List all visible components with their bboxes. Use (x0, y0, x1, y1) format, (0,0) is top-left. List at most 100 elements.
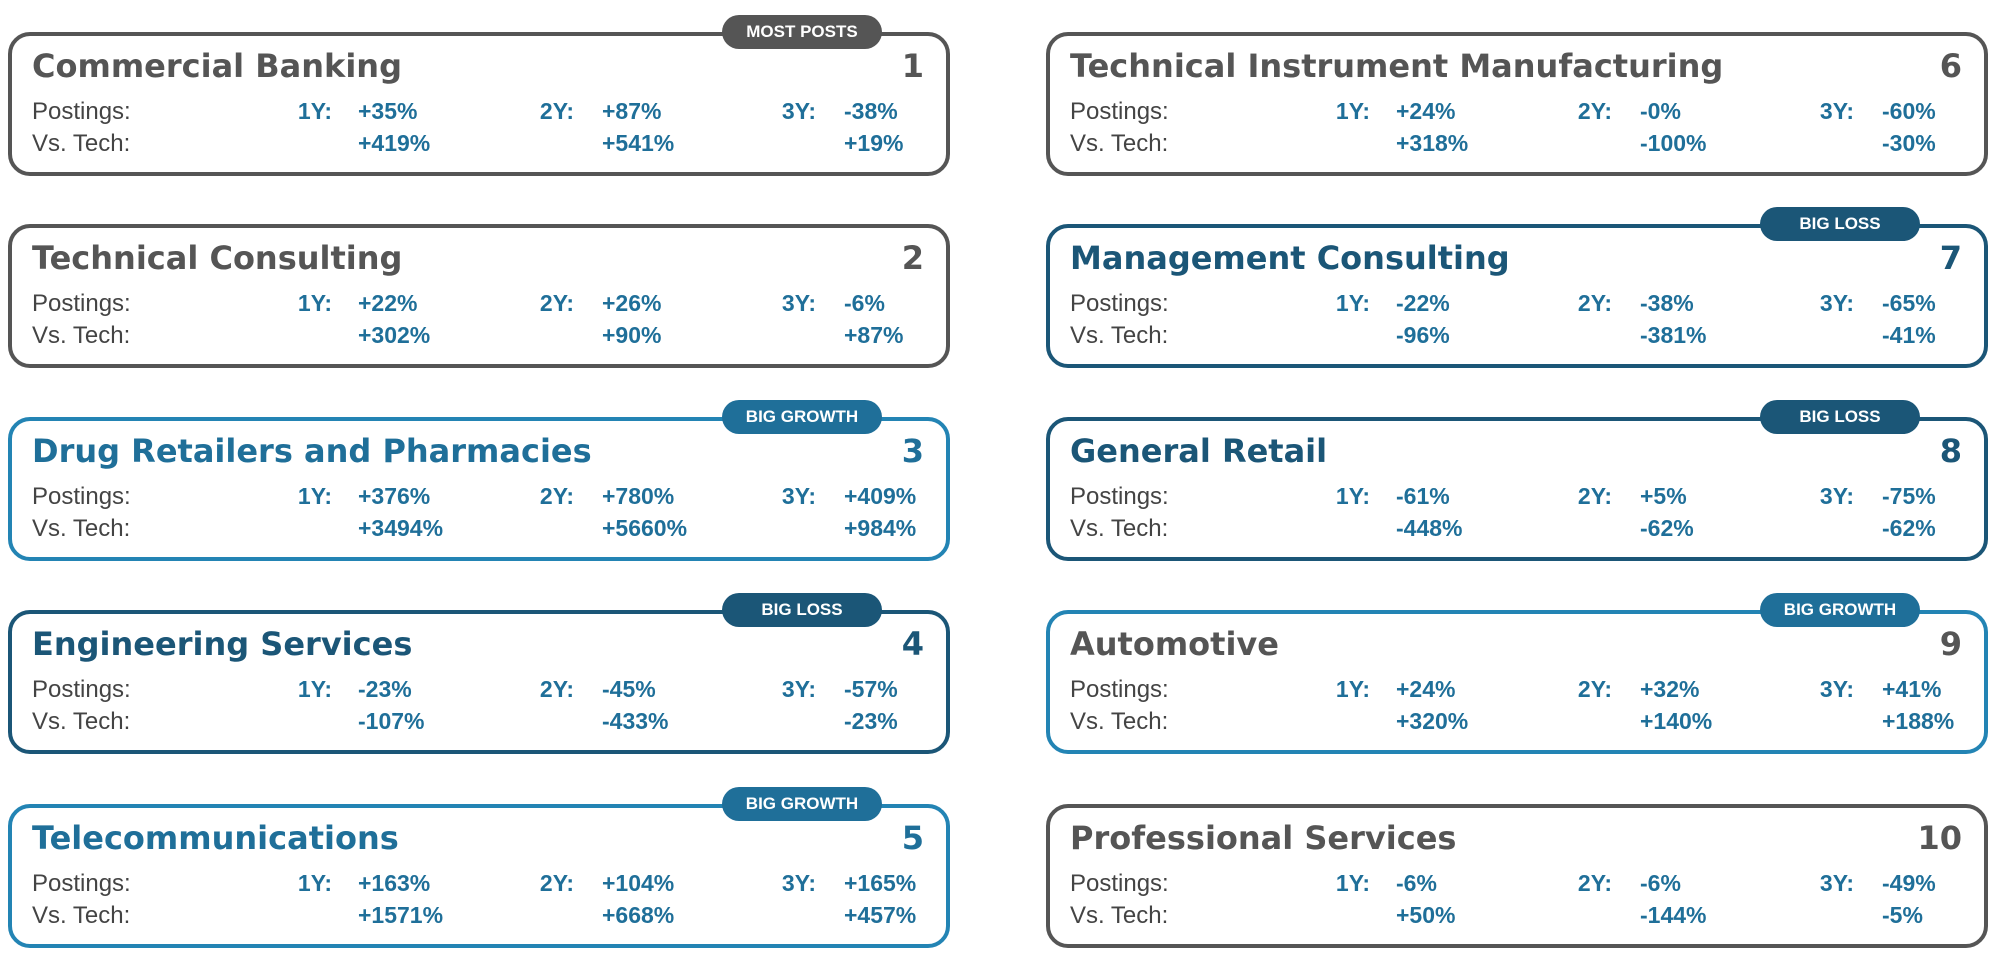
metric-value: -144% (1640, 902, 1707, 928)
metric-value: +376% (358, 483, 431, 509)
metric-value: -381% (1640, 322, 1707, 348)
row-label: Vs. Tech: (32, 902, 131, 929)
row-label: Vs. Tech: (1070, 708, 1169, 735)
industry-card: Engineering Services 4 BIG LOSS Postings: 1Y… (8, 593, 950, 754)
metric-value: +318% (1396, 130, 1469, 156)
period-label: 3Y: (1819, 483, 1854, 509)
period-label: 2Y: (1577, 98, 1612, 124)
metric-value: +780% (602, 483, 675, 509)
metric-value: +419% (358, 130, 431, 156)
card-badge: BIG LOSS (722, 593, 882, 627)
industry-card: General Retail 8 BIG LOSS Postings: 1Y: -61% 2… (1046, 400, 1988, 561)
metric-value: -96% (1396, 322, 1450, 348)
card-rank: 2 (901, 239, 924, 277)
metric-value: +140% (1640, 708, 1713, 734)
metric-value: -22% (1396, 290, 1450, 316)
row-label: Postings: (32, 98, 131, 125)
metric-value: +163% (358, 870, 431, 896)
period-label: 1Y: (1335, 483, 1370, 509)
card-rank: 5 (901, 819, 924, 857)
industry-card: Automotive 9 BIG GROWTH Postings: 1Y: +24% 2Y:… (1046, 593, 1988, 754)
industry-card: Telecommunications 5 BIG GROWTH Postings: 1Y… (8, 787, 950, 948)
period-label: 1Y: (297, 290, 332, 316)
metric-value: -41% (1882, 322, 1936, 348)
card-title: Technical Consulting (32, 239, 403, 277)
metric-value: -107% (358, 708, 425, 734)
metric-value: +35% (358, 98, 418, 124)
card-badge: BIG LOSS (1760, 207, 1920, 241)
row-label: Vs. Tech: (32, 708, 131, 735)
metric-value: -30% (1882, 130, 1936, 156)
period-label: 2Y: (1577, 676, 1612, 702)
row-label: Vs. Tech: (1070, 322, 1169, 349)
card-rank: 1 (901, 47, 924, 85)
metric-value: +19% (844, 130, 904, 156)
card-rank: 6 (1939, 47, 1962, 85)
card-title: Telecommunications (32, 819, 399, 857)
period-label: 2Y: (539, 870, 574, 896)
industry-card: Technical Instrument Manufacturing 6 Posti… (1046, 32, 1988, 176)
metric-value: +90% (602, 322, 662, 348)
row-label: Vs. Tech: (32, 130, 131, 157)
card-badge: BIG GROWTH (722, 400, 882, 434)
period-label: 3Y: (1819, 290, 1854, 316)
metric-value: -433% (602, 708, 669, 734)
row-label: Vs. Tech: (1070, 902, 1169, 929)
metric-value: -60% (1882, 98, 1936, 124)
card-title: Technical Instrument Manufacturing (1070, 47, 1724, 85)
period-label: 3Y: (781, 870, 816, 896)
row-label: Postings: (1070, 290, 1169, 317)
metric-value: -62% (1640, 515, 1694, 541)
metric-value: +984% (844, 515, 917, 541)
period-label: 2Y: (539, 676, 574, 702)
row-label: Postings: (1070, 98, 1169, 125)
metric-value: -6% (844, 290, 885, 316)
card-rank: 3 (901, 432, 924, 470)
row-label: Vs. Tech: (1070, 130, 1169, 157)
card-title: Engineering Services (32, 625, 413, 663)
period-label: 2Y: (1577, 483, 1612, 509)
metric-value: +87% (844, 322, 904, 348)
card-badge: BIG GROWTH (722, 787, 882, 821)
metric-value: +320% (1396, 708, 1469, 734)
metric-value: -49% (1882, 870, 1936, 896)
metric-value: +22% (358, 290, 418, 316)
period-label: 3Y: (1819, 870, 1854, 896)
period-label: 3Y: (781, 483, 816, 509)
period-label: 2Y: (1577, 870, 1612, 896)
period-label: 2Y: (1577, 290, 1612, 316)
metric-value: -75% (1882, 483, 1936, 509)
metric-value: +50% (1396, 902, 1456, 928)
metric-value: -6% (1396, 870, 1437, 896)
card-title: Management Consulting (1070, 239, 1510, 277)
row-label: Vs. Tech: (32, 515, 131, 542)
period-label: 3Y: (1819, 98, 1854, 124)
period-label: 1Y: (1335, 290, 1370, 316)
metric-value: -6% (1640, 870, 1681, 896)
metric-value: -65% (1882, 290, 1936, 316)
metric-value: -448% (1396, 515, 1463, 541)
period-label: 1Y: (297, 870, 332, 896)
card-title: Automotive (1070, 625, 1279, 663)
metric-value: +541% (602, 130, 675, 156)
metric-value: -38% (844, 98, 898, 124)
period-label: 3Y: (781, 676, 816, 702)
metric-value: +188% (1882, 708, 1955, 734)
card-badge: BIG LOSS (1760, 400, 1920, 434)
row-label: Postings: (32, 483, 131, 510)
period-label: 1Y: (297, 676, 332, 702)
industry-card: Professional Services 10 Postings: 1Y: -6% 2Y… (1046, 804, 1988, 948)
metric-value: +3494% (358, 515, 444, 541)
card-badge: MOST POSTS (722, 15, 882, 49)
metric-value: +5660% (602, 515, 688, 541)
industry-card: Technical Consulting 2 Postings: 1Y: +22% 2Y:… (8, 224, 950, 368)
metric-value: -61% (1396, 483, 1450, 509)
metric-value: +457% (844, 902, 917, 928)
row-label: Postings: (1070, 483, 1169, 510)
metric-value: -5% (1882, 902, 1923, 928)
metric-value: -100% (1640, 130, 1707, 156)
metric-value: +87% (602, 98, 662, 124)
row-label: Vs. Tech: (32, 322, 131, 349)
row-label: Postings: (32, 676, 131, 703)
